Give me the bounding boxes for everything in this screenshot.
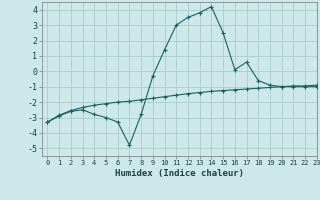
X-axis label: Humidex (Indice chaleur): Humidex (Indice chaleur) [115,169,244,178]
